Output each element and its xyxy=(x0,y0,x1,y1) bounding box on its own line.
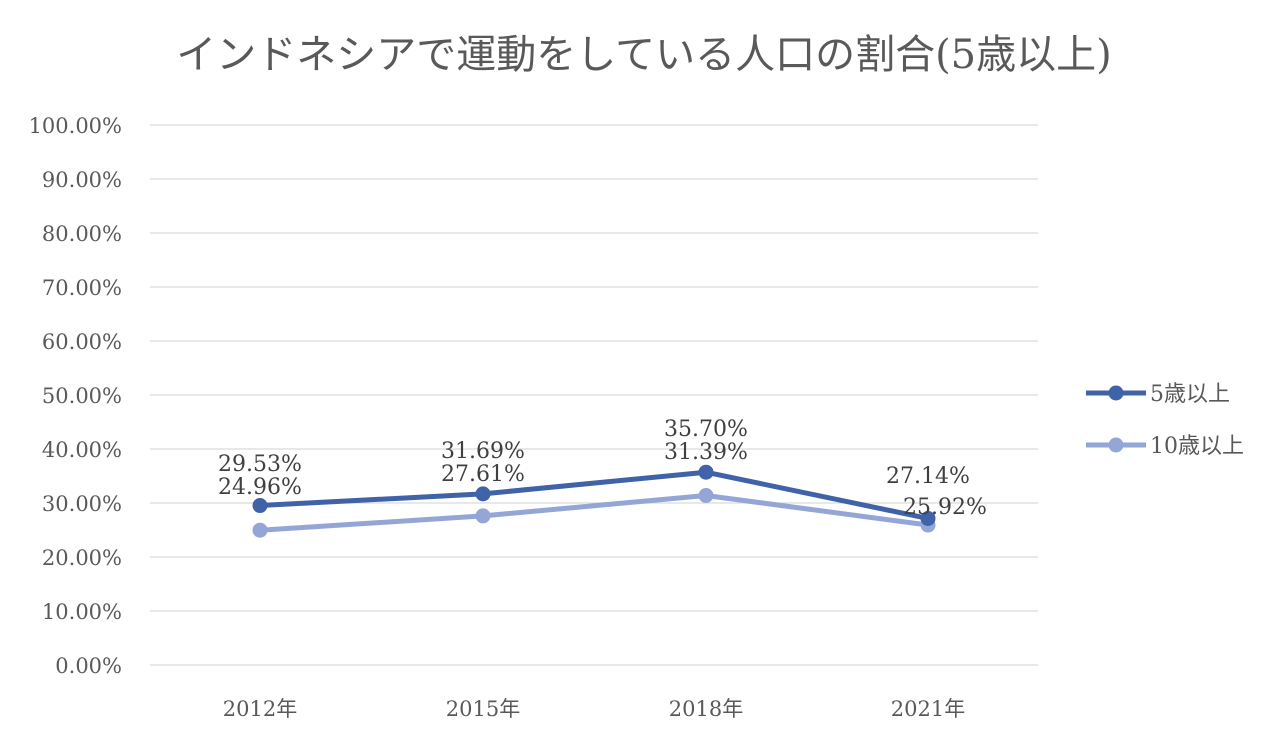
series-line xyxy=(259,492,929,533)
data-label: 24.96% xyxy=(218,475,302,500)
data-point[interactable] xyxy=(920,510,936,526)
data-point[interactable] xyxy=(252,522,268,538)
data-label: 27.61% xyxy=(441,462,525,487)
data-label: 35.70% xyxy=(664,417,748,442)
y-tick-label: 0.00% xyxy=(55,654,122,678)
y-tick-label: 80.00% xyxy=(42,222,122,246)
y-tick-label: 50.00% xyxy=(42,384,122,408)
y-tick-label: 10.00% xyxy=(42,600,122,624)
y-tick-label: 100.00% xyxy=(29,114,122,138)
y-tick-label: 90.00% xyxy=(42,168,122,192)
legend-marker xyxy=(1108,385,1124,401)
chart-title: インドネシアで運動をしている人口の割合(5歳以上) xyxy=(176,32,1112,78)
y-tick-label: 20.00% xyxy=(42,546,122,570)
data-label: 31.69% xyxy=(441,439,525,464)
data-point[interactable] xyxy=(698,464,714,480)
data-label: 31.39% xyxy=(664,440,748,465)
y-tick-label: 60.00% xyxy=(42,330,122,354)
data-label: 25.92% xyxy=(903,495,987,520)
x-tick-label: 2018年 xyxy=(669,697,743,721)
x-tick-label: 2012年 xyxy=(223,697,297,721)
data-label: 27.14% xyxy=(886,464,970,489)
x-tick-label: 2021年 xyxy=(891,697,965,721)
data-point[interactable] xyxy=(698,487,714,503)
legend-marker xyxy=(1108,437,1124,453)
data-point[interactable] xyxy=(475,508,491,524)
x-tick-label: 2015年 xyxy=(446,697,520,721)
y-tick-label: 30.00% xyxy=(42,492,122,516)
data-point[interactable] xyxy=(475,486,491,502)
y-tick-label: 40.00% xyxy=(42,438,122,462)
legend-label[interactable]: 5歳以上 xyxy=(1150,382,1230,407)
data-label: 29.53% xyxy=(218,452,302,477)
data-point[interactable] xyxy=(252,498,268,514)
legend-label[interactable]: 10歳以上 xyxy=(1150,434,1244,459)
y-tick-label: 70.00% xyxy=(42,276,122,300)
series-line xyxy=(259,469,929,521)
